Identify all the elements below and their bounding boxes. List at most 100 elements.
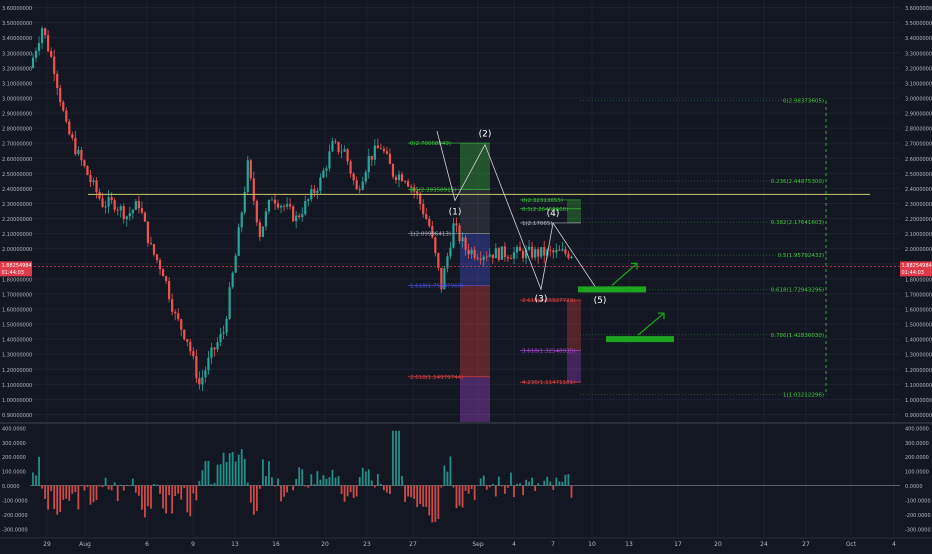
- y-tick-label-left: 2.60000000: [2, 157, 32, 163]
- candle-body: [377, 146, 379, 149]
- candle-body: [313, 189, 315, 193]
- osc-tick-label-right: 200.0000: [905, 455, 929, 461]
- oscillator-bar: [271, 477, 273, 485]
- current-price-label: 1.88254984: [902, 263, 932, 269]
- candle-body: [62, 102, 64, 111]
- fib-zone: [567, 300, 581, 351]
- candle-body: [513, 252, 515, 258]
- oscillator-bar: [568, 474, 570, 485]
- y-tick-label-left: 1.50000000: [2, 323, 32, 329]
- oscillator-bar: [571, 486, 573, 498]
- candle-body: [564, 249, 566, 253]
- fib-retracement-label: 0(2.98373605): [783, 98, 824, 104]
- fib-retracement-label: 0.5(1.95792432): [778, 253, 824, 259]
- oscillator-bar: [380, 484, 382, 486]
- candle-body: [477, 258, 479, 259]
- oscillator-bar: [431, 486, 433, 523]
- candle-body: [47, 35, 49, 51]
- oscillator-bar: [117, 486, 119, 501]
- candle-body: [253, 178, 255, 201]
- fib-ext3-label: 0(2.70068849): [410, 141, 451, 147]
- y-tick-label-right: 2.50000000: [905, 172, 932, 178]
- oscillator-bar: [262, 459, 264, 485]
- candle-body: [265, 211, 267, 226]
- candle-body: [540, 247, 542, 256]
- candle-body: [347, 149, 349, 161]
- oscillator-bar: [323, 475, 325, 485]
- oscillator-bar: [120, 485, 122, 486]
- oscillator-bar: [277, 478, 279, 485]
- oscillator-bar: [304, 486, 306, 487]
- x-tick-label: Sep: [472, 541, 484, 548]
- y-tick-label-left: 1.30000000: [2, 353, 32, 359]
- candle-body: [398, 174, 400, 180]
- candle-body: [238, 227, 240, 255]
- candle-body: [268, 200, 270, 212]
- candle-body: [216, 342, 218, 349]
- candle-body: [44, 28, 46, 35]
- y-tick-label-right: 3.40000000: [905, 36, 932, 42]
- candle-body: [534, 249, 536, 257]
- oscillator-bar: [419, 486, 421, 504]
- oscillator-bar: [465, 486, 467, 491]
- oscillator-bar: [319, 480, 321, 486]
- candle-body: [337, 142, 339, 152]
- oscillator-bar: [450, 456, 452, 485]
- oscillator-bar: [341, 486, 343, 494]
- candle-body: [468, 250, 470, 254]
- x-tick-label: 16: [272, 541, 280, 548]
- oscillator-bar: [126, 485, 128, 486]
- oscillator-bar: [171, 486, 173, 514]
- oscillator-bar: [404, 486, 406, 503]
- oscillator-bar: [217, 465, 219, 486]
- oscillator-bar: [495, 486, 497, 497]
- candle-body: [250, 160, 252, 178]
- fib-ext3-label: 1(2.09996413): [410, 232, 451, 238]
- candle-body: [259, 222, 261, 237]
- oscillator-bar: [162, 486, 164, 509]
- candle-body: [425, 214, 427, 219]
- oscillator-bar: [468, 486, 470, 494]
- oscillator-bar: [220, 464, 222, 485]
- y-tick-label-left: 0.90000000: [2, 413, 32, 419]
- oscillator-bar: [410, 486, 412, 498]
- oscillator-bar: [413, 486, 415, 499]
- y-tick-label-left: 2.00000000: [2, 247, 32, 253]
- y-tick-label-right: 1.60000000: [905, 307, 932, 313]
- y-tick-label-right: 2.70000000: [905, 142, 932, 148]
- oscillator-bar: [531, 478, 533, 486]
- candle-body: [555, 250, 557, 253]
- x-tick-label: 9: [191, 541, 195, 548]
- candle-body: [295, 215, 297, 221]
- candle-body: [235, 256, 237, 273]
- candle-body: [570, 257, 572, 258]
- oscillator-bar: [549, 482, 551, 486]
- x-tick-label: 17: [674, 541, 682, 548]
- x-tick-label: 29: [43, 541, 51, 548]
- oscillator-bar: [65, 486, 67, 499]
- osc-tick-label-left: 200.0000: [2, 455, 26, 461]
- oscillator-bar: [132, 479, 134, 486]
- y-tick-label-right: 3.00000000: [905, 96, 932, 102]
- oscillator-bar: [147, 486, 149, 507]
- candle-body: [498, 248, 500, 260]
- y-tick-label-left: 1.20000000: [2, 368, 32, 374]
- candle-body: [486, 257, 488, 258]
- candle-body: [77, 150, 79, 154]
- oscillator-bar: [38, 457, 40, 486]
- oscillator-bar: [81, 486, 83, 487]
- candle-body: [552, 250, 554, 252]
- y-tick-label-left: 3.40000000: [2, 36, 32, 42]
- candle-body: [522, 251, 524, 258]
- target-zone-box: [606, 336, 674, 342]
- candle-body: [380, 148, 382, 149]
- oscillator-bar: [211, 484, 213, 485]
- oscillator-bar: [223, 453, 225, 486]
- candle-body: [528, 247, 530, 250]
- candle-body: [56, 74, 58, 88]
- y-tick-label-right: 2.60000000: [905, 157, 932, 163]
- x-tick-label: 4: [892, 541, 896, 548]
- candle-body: [174, 312, 176, 313]
